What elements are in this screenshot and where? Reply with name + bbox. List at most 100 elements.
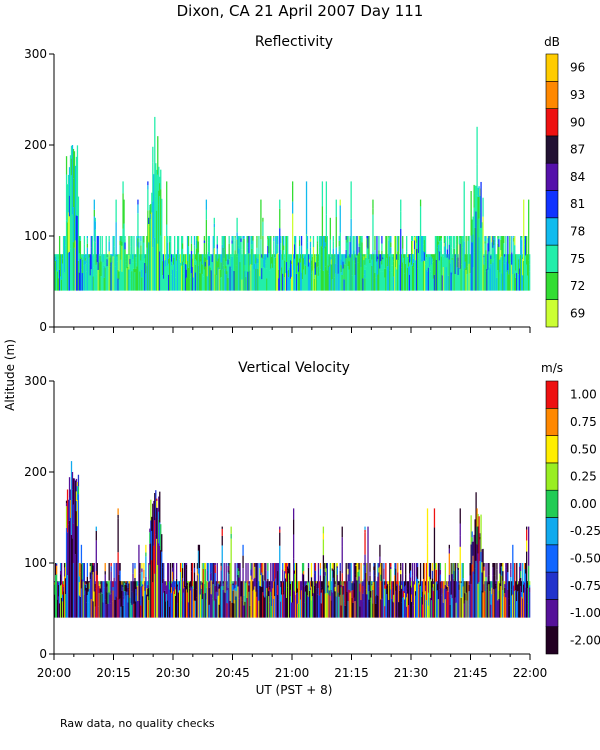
data-cell: [142, 261, 144, 291]
data-cell: [346, 256, 348, 291]
data-cell: [250, 563, 252, 570]
data-cell: [290, 260, 292, 279]
data-cell: [223, 249, 225, 258]
data-cell: [410, 254, 412, 255]
data-cell: [357, 571, 359, 583]
data-cell: [518, 254, 520, 260]
data-cell: [63, 272, 66, 291]
data-cell: [287, 566, 289, 571]
data-cell: [502, 563, 504, 572]
data-cell: [245, 254, 247, 278]
data-cell: [125, 581, 127, 583]
data-cell: [243, 581, 245, 596]
data-cell: [400, 574, 402, 618]
data-cell: [298, 236, 301, 241]
data-cell: [394, 563, 396, 568]
data-cell: [128, 581, 130, 584]
data-cell: [202, 579, 205, 594]
data-cell: [296, 603, 299, 618]
data-cell: [208, 604, 210, 618]
data-cell: [261, 572, 263, 587]
data-cell: [401, 254, 403, 268]
data-cell: [159, 176, 161, 184]
data-cell: [224, 592, 226, 618]
data-cell: [129, 259, 131, 265]
data-cell: [293, 236, 296, 245]
data-cell: [470, 515, 472, 545]
data-cell: [236, 217, 238, 233]
data-cell: [316, 266, 319, 291]
data-cell: [473, 534, 475, 575]
data-cell: [222, 583, 224, 587]
data-cell: [381, 243, 383, 251]
data-cell: [267, 257, 269, 291]
data-cell: [325, 588, 328, 618]
data-cell: [225, 254, 227, 262]
data-cell: [80, 254, 83, 258]
data-cell: [432, 254, 435, 258]
data-cell: [140, 260, 142, 291]
colorbar-tick-label: 1.00: [570, 388, 597, 402]
data-cell: [317, 266, 320, 276]
data-cell: [292, 519, 295, 535]
data-cell: [227, 259, 229, 265]
data-cell: [419, 206, 422, 219]
data-cell: [185, 277, 188, 291]
data-cell: [87, 602, 90, 618]
data-cell: [503, 236, 505, 244]
data-cell: [438, 563, 441, 580]
data-cell: [491, 236, 493, 243]
data-cell: [431, 578, 434, 588]
data-cell: [342, 581, 344, 586]
data-cell: [324, 236, 327, 243]
data-cell: [190, 571, 193, 588]
data-cell: [525, 573, 527, 588]
data-cell: [236, 256, 238, 291]
data-cell: [357, 254, 359, 263]
data-cell: [299, 254, 302, 263]
data-cell: [252, 591, 254, 603]
data-cell: [287, 236, 289, 271]
data-cell: [412, 262, 415, 268]
data-cell: [122, 181, 124, 194]
data-cell: [272, 563, 274, 589]
data-cell: [57, 254, 60, 257]
data-cell: [450, 272, 452, 291]
data-cell: [69, 500, 72, 507]
data-cell: [104, 267, 106, 291]
data-cell: [445, 589, 447, 618]
data-cell: [171, 261, 173, 266]
colorbar-tick-label: 0.00: [570, 497, 597, 511]
data-cell: [206, 580, 209, 618]
data-cell: [355, 565, 357, 578]
data-cell: [332, 569, 334, 578]
data-cell: [95, 258, 97, 265]
data-cell: [371, 585, 373, 596]
data-cell: [167, 236, 169, 243]
data-cell: [346, 242, 348, 257]
data-cell: [71, 472, 74, 490]
colorbar-tick-label: -1.00: [570, 606, 600, 620]
data-cell: [169, 242, 171, 258]
data-cell: [344, 605, 346, 618]
data-cell: [385, 589, 387, 618]
data-cell: [296, 592, 299, 604]
data-cell: [109, 603, 111, 618]
data-cell: [242, 568, 244, 618]
data-cell: [99, 588, 101, 595]
data-cell: [418, 592, 421, 618]
colorbar-swatch: [545, 217, 559, 246]
data-cell: [471, 541, 473, 565]
data-cell: [101, 236, 103, 252]
data-cell: [134, 578, 136, 618]
data-cell: [124, 581, 126, 584]
data-cell: [228, 574, 230, 618]
data-cell: [90, 599, 92, 618]
data-cell: [152, 146, 154, 163]
data-cell: [117, 254, 119, 270]
data-cell: [407, 256, 409, 261]
data-cell: [416, 593, 419, 618]
data-cell: [526, 236, 528, 254]
data-cell: [333, 588, 335, 618]
data-cell: [357, 563, 359, 568]
